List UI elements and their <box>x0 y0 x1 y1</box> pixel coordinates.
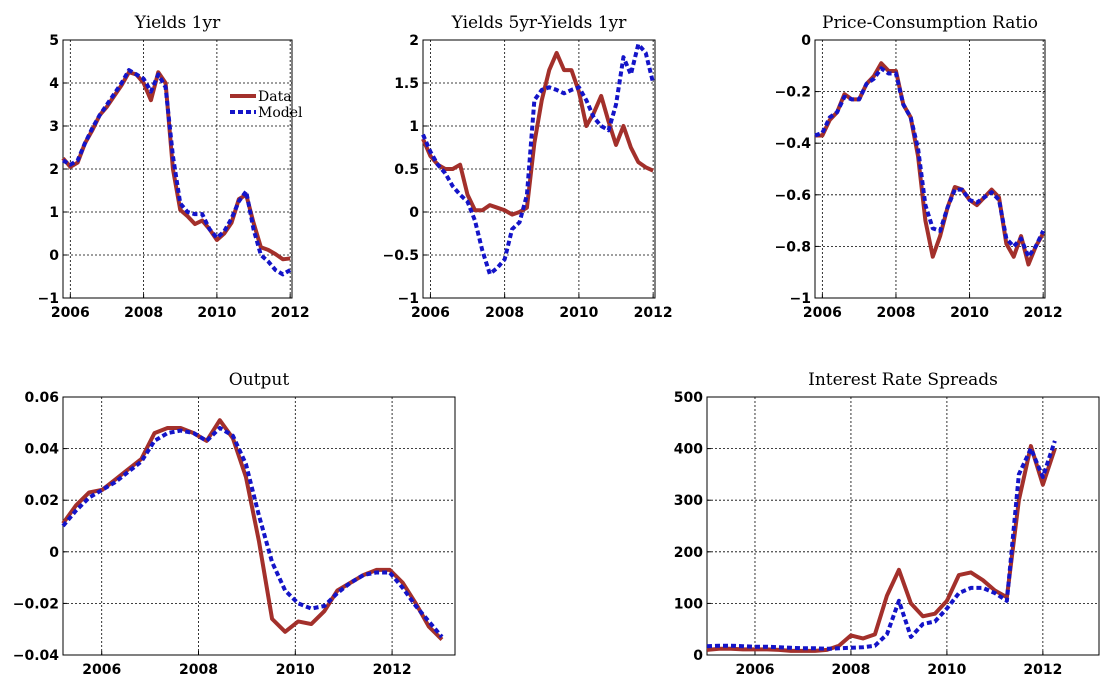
subplot: Price-Consumption Ratio −1 −0.8 −0.6 −0.4 −0.… <box>774 13 1062 321</box>
x-tick-label: 2010 <box>197 305 236 321</box>
y-tick-label: 2 <box>409 33 419 49</box>
legend-label: Data <box>258 89 292 105</box>
y-tick-label: −0.8 <box>774 239 811 255</box>
y-tick-label: 0 <box>693 648 703 664</box>
series-line <box>421 50 654 217</box>
series-line <box>61 70 291 262</box>
series-line <box>706 440 1057 651</box>
y-tick-label: −0.5 <box>382 248 419 264</box>
plot-frame <box>814 39 1046 299</box>
x-tick-label: 2010 <box>559 305 598 321</box>
y-tick-label: −1 <box>38 291 59 307</box>
x-tick-label: 2008 <box>876 305 915 321</box>
y-tick-label: −0.02 <box>13 596 59 612</box>
subplot: Output −0.04 −0.02 0 0.02 0.04 0.06 2006 2008 201… <box>13 370 456 678</box>
x-tick-label: 2006 <box>803 305 842 321</box>
x-tick-label: 2006 <box>735 662 774 678</box>
x-tick-label: 2010 <box>950 305 989 321</box>
y-tick-label: 1 <box>49 205 59 221</box>
y-tick-label: 4 <box>49 76 59 92</box>
y-tick-label: 0.06 <box>24 390 59 406</box>
y-tick-label: 1 <box>409 119 419 135</box>
x-tick-label: 2008 <box>124 305 163 321</box>
x-tick-label: 2012 <box>271 305 310 321</box>
y-tick-label: 0 <box>49 545 59 561</box>
series-line <box>421 42 656 276</box>
x-tick-label: 2008 <box>831 662 870 678</box>
y-tick-label: 300 <box>674 493 703 509</box>
series-line <box>61 68 292 277</box>
subplot: Yields 5yr-Yields 1yr −1 −0.5 0 0.5 1 1.5 2 2006… <box>382 13 672 321</box>
plot-frame <box>62 39 293 299</box>
x-tick-label: 2012 <box>1023 662 1062 678</box>
x-tick-label: 2010 <box>276 662 315 678</box>
y-tick-label: −0.04 <box>13 648 60 664</box>
y-tick-label: −0.6 <box>774 188 811 204</box>
y-tick-label: 1.5 <box>394 76 419 92</box>
chart-title: Output <box>229 370 290 390</box>
x-tick-label: 2012 <box>634 305 673 321</box>
y-tick-label: −0.4 <box>774 136 811 152</box>
y-tick-label: −0.2 <box>774 85 811 101</box>
y-tick-label: 0.02 <box>24 493 59 509</box>
y-tick-label: 2 <box>49 162 59 178</box>
chart-title: Yields 5yr-Yields 1yr <box>451 13 628 33</box>
y-tick-label: 3 <box>49 119 59 135</box>
y-tick-label: −1 <box>790 291 811 307</box>
series-line <box>61 425 444 639</box>
x-tick-label: 2008 <box>485 305 524 321</box>
x-tick-label: 2008 <box>179 662 218 678</box>
legend-label: Model <box>258 105 303 121</box>
x-tick-label: 2006 <box>51 305 90 321</box>
x-tick-label: 2010 <box>927 662 966 678</box>
series-line <box>814 66 1045 259</box>
y-tick-label: 0 <box>409 205 419 221</box>
y-tick-label: 400 <box>674 442 703 458</box>
x-tick-label: 2012 <box>373 662 412 678</box>
x-tick-label: 2006 <box>411 305 450 321</box>
chart-title: Interest Rate Spreads <box>808 370 998 390</box>
plot-frame <box>422 39 656 299</box>
series-line <box>706 444 1057 653</box>
y-tick-label: 100 <box>674 596 703 612</box>
y-tick-label: 0 <box>801 33 811 49</box>
y-tick-label: 0 <box>49 248 59 264</box>
x-tick-label: 2012 <box>1024 305 1063 321</box>
y-tick-label: −1 <box>398 291 419 307</box>
series-line <box>61 418 444 641</box>
series-line <box>815 61 1045 267</box>
plot-frame <box>62 396 456 656</box>
chart-title: Yields 1yr <box>134 13 221 33</box>
subplot: Interest Rate Spreads 0 100 200 300 400 500 200… <box>674 370 1100 678</box>
x-tick-label: 2006 <box>82 662 121 678</box>
y-tick-label: 0.04 <box>24 442 59 458</box>
y-tick-label: 5 <box>49 33 59 49</box>
chart-title: Price-Consumption Ratio <box>822 13 1038 33</box>
y-tick-label: 200 <box>674 545 703 561</box>
plot-frame <box>706 396 1100 656</box>
y-tick-label: 0.5 <box>394 162 419 178</box>
subplot: Yields 1yr −1 0 1 2 3 4 5 2006 2008 2010 2012 DataMo… <box>38 13 310 321</box>
y-tick-label: 500 <box>674 390 703 406</box>
